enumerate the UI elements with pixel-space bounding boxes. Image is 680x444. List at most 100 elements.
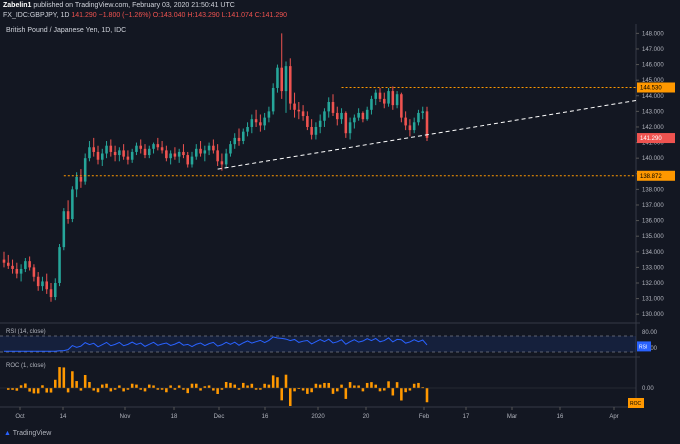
price-tick-label: 146.000 xyxy=(642,63,664,69)
roc-current-box xyxy=(628,398,644,408)
roc-bar xyxy=(421,387,425,389)
candle-body xyxy=(135,145,138,152)
candle-body xyxy=(263,117,266,126)
candle-body xyxy=(224,153,228,165)
candle xyxy=(24,258,27,273)
candle-body xyxy=(374,92,378,99)
candle xyxy=(156,137,160,151)
candle xyxy=(96,145,100,165)
candle-body xyxy=(207,145,211,151)
candle-body xyxy=(216,150,219,162)
candle-body xyxy=(100,153,104,160)
candle xyxy=(327,97,331,118)
candle xyxy=(11,259,14,274)
candle xyxy=(331,94,335,117)
candle xyxy=(297,102,301,120)
candle-body xyxy=(113,151,117,156)
candle-body xyxy=(284,66,288,92)
candle-body xyxy=(169,153,172,159)
rsi-label: RSI (14, close) xyxy=(6,329,46,335)
candle-body xyxy=(130,151,134,160)
candle-body xyxy=(19,268,23,274)
candle xyxy=(118,147,121,162)
published-text: published on TradingView.com, February 0… xyxy=(33,2,235,9)
candle-body xyxy=(190,156,194,165)
candle xyxy=(357,108,360,121)
candle xyxy=(122,144,125,160)
candle xyxy=(267,106,271,123)
roc-bar xyxy=(353,385,356,388)
candle-body xyxy=(118,150,121,156)
time-tick-label: 16 xyxy=(557,414,564,420)
candle-body xyxy=(361,112,365,120)
candle xyxy=(335,106,339,126)
price-tick-label: 145.000 xyxy=(642,78,664,84)
price-tick-label: 143.000 xyxy=(642,109,664,115)
candle xyxy=(49,282,53,302)
roc-bar xyxy=(147,384,151,388)
candle xyxy=(19,264,23,282)
candle xyxy=(130,148,134,163)
roc-bar xyxy=(404,388,407,393)
roc-bar xyxy=(314,383,318,388)
roc-tick-label: 0.00 xyxy=(642,386,654,392)
roc-bar xyxy=(79,388,83,391)
candle xyxy=(370,95,373,115)
roc-bar xyxy=(365,382,369,388)
roc-bar xyxy=(310,388,313,393)
roc-bar xyxy=(254,388,258,390)
roc-bar xyxy=(370,382,373,388)
candle xyxy=(2,251,6,268)
candle xyxy=(203,145,207,162)
candle-body xyxy=(126,156,130,160)
candle xyxy=(361,111,365,123)
roc-bar xyxy=(15,388,19,391)
price-tick-label: 141.000 xyxy=(642,141,664,147)
candle-body xyxy=(53,282,57,298)
roc-bar xyxy=(19,385,23,388)
roc-bar xyxy=(271,375,275,388)
candle-body xyxy=(314,126,318,135)
candle-body xyxy=(71,189,74,220)
time-tick-label: Dec xyxy=(214,414,225,420)
roc-bar xyxy=(152,385,155,388)
roc-bar xyxy=(408,388,412,391)
candle-body xyxy=(229,144,232,154)
current-price-box xyxy=(637,133,675,144)
candle-body xyxy=(212,145,215,151)
candle xyxy=(173,147,177,160)
roc-bar xyxy=(11,388,14,390)
roc-bar xyxy=(66,388,70,393)
candle-body xyxy=(280,67,284,92)
roc-bar xyxy=(182,388,185,390)
roc-bar xyxy=(246,385,249,388)
candle xyxy=(425,106,429,142)
candle xyxy=(340,108,343,124)
roc-bar xyxy=(361,388,365,392)
candle-body xyxy=(353,117,356,123)
roc-bar xyxy=(357,385,360,388)
price-tick-label: 144.000 xyxy=(642,94,664,100)
roc-bar xyxy=(156,388,160,390)
candle-body xyxy=(421,111,425,113)
author-name[interactable]: Zabelin1 xyxy=(3,2,32,9)
roc-bar xyxy=(241,382,245,388)
candle-body xyxy=(344,112,348,134)
candle xyxy=(387,87,390,107)
candle xyxy=(395,91,399,109)
roc-bar xyxy=(297,388,301,389)
candle-body xyxy=(259,122,262,126)
candle xyxy=(263,112,266,131)
candle-body xyxy=(122,150,125,157)
footer-brand[interactable]: ▲ TradingView xyxy=(4,430,51,437)
symbol-text: FX_IDC:GBPJPY, 1D xyxy=(3,12,70,19)
time-tick-label: 20 xyxy=(363,414,370,420)
candle xyxy=(190,151,194,168)
candle-body xyxy=(348,122,352,134)
level-label-box xyxy=(637,82,675,93)
price-tick-label: 142.000 xyxy=(642,125,664,131)
roc-bar xyxy=(280,388,284,401)
level-label: 138.872 xyxy=(640,174,662,180)
roc-bar xyxy=(169,385,172,388)
